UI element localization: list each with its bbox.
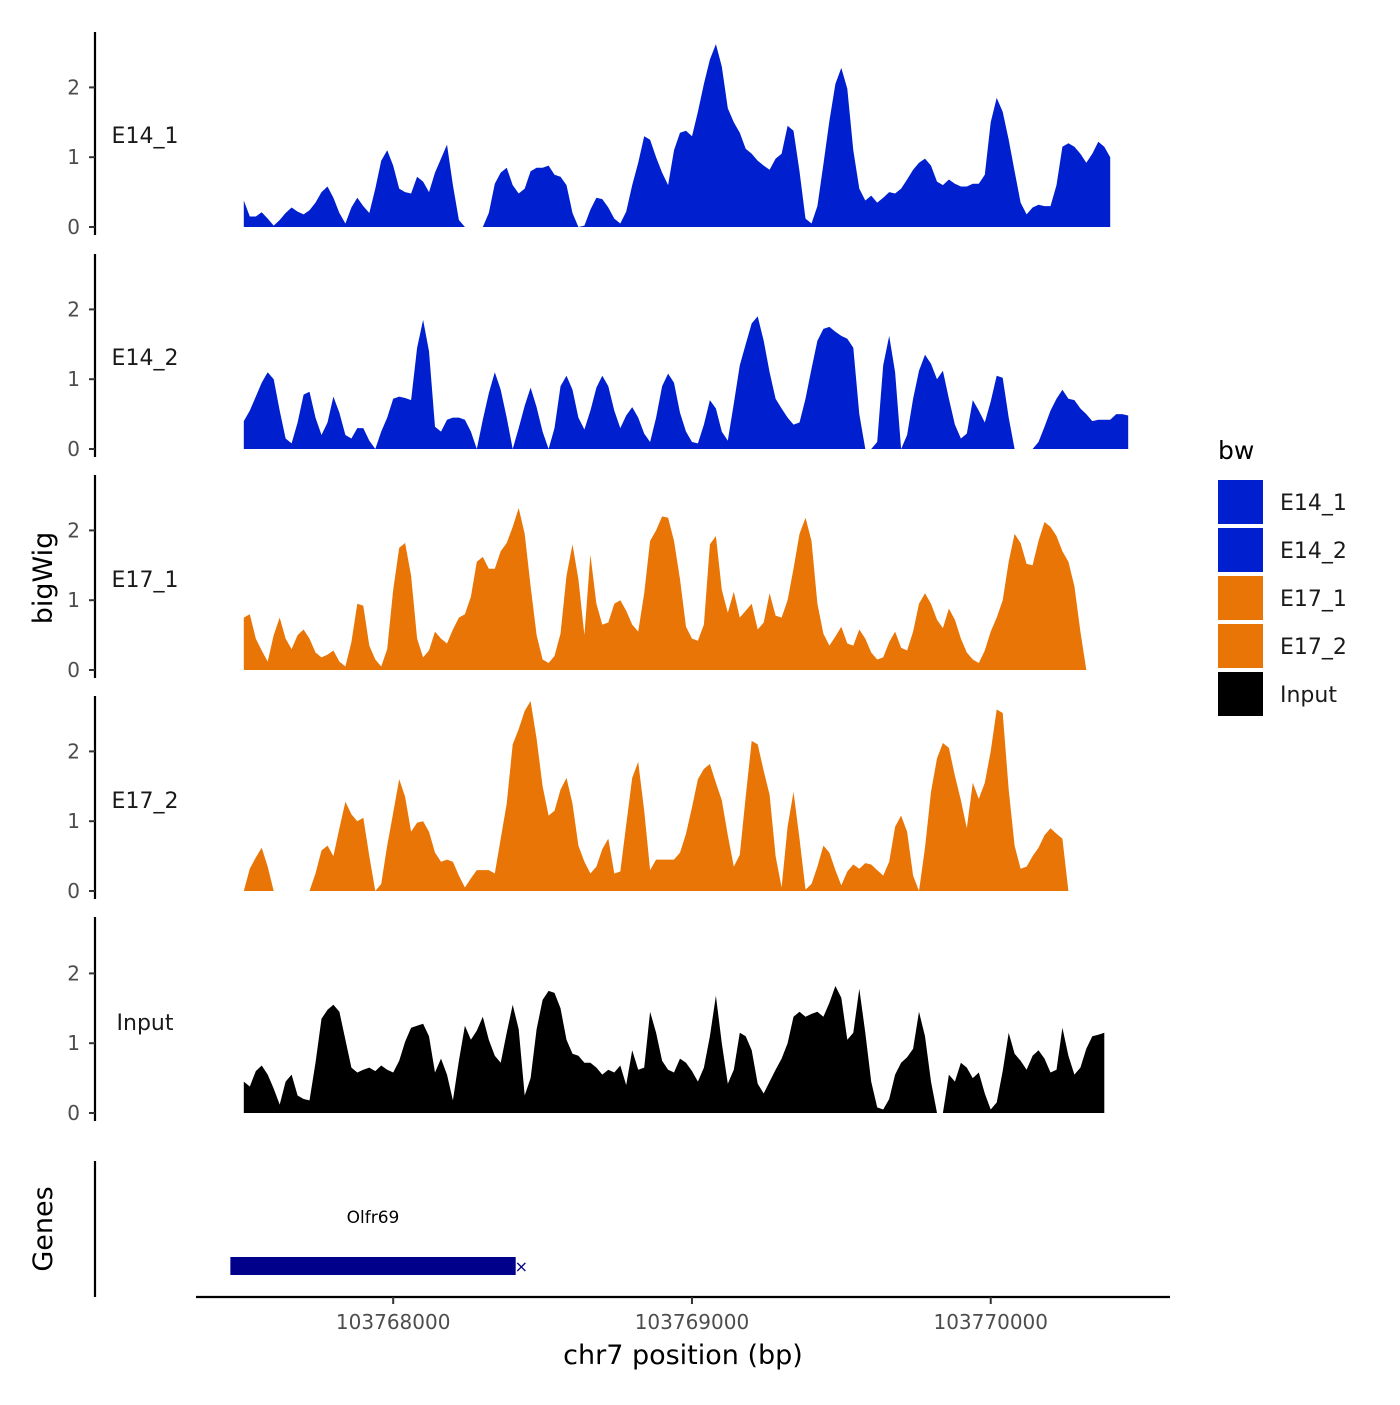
y-tick-label-e14-2-1: 1 [67, 367, 80, 391]
legend-swatch-e14-1 [1218, 480, 1263, 524]
legend-label-e17-1: E17_1 [1280, 587, 1347, 612]
legend: bw E14_1 E14_2 E17_1 E17_2 Input [1218, 436, 1347, 716]
gene-label-olfr69: Olfr69 [347, 1208, 400, 1228]
legend-swatch-e17-2 [1218, 624, 1263, 668]
legend-swatch-e14-2 [1218, 528, 1263, 572]
track-label-input: Input [117, 1011, 174, 1036]
tracks-layer: 0 1 2 E14_1 0 1 2 E14_2 0 1 2 E17_1 0 1 2 E17_2 0 1 2 Input [67, 32, 1129, 1125]
x-tick-label-103770000: 103770000 [933, 1310, 1048, 1334]
track-e14-2: 0 1 2 E14_2 [67, 254, 1129, 461]
legend-label-input: Input [1280, 683, 1337, 708]
y-tick-label-e17-2-1: 1 [67, 809, 80, 833]
coverage-area-e14-2 [243, 316, 1129, 449]
y-tick-label-e17-2-0: 0 [67, 879, 80, 903]
coverage-area-e14-1 [243, 44, 1111, 227]
legend-label-e14-2: E14_2 [1280, 539, 1347, 564]
y-axis-title: bigWig [28, 532, 59, 625]
y-tick-label-e14-2-2: 2 [67, 297, 80, 321]
legend-swatch-e17-1 [1218, 576, 1263, 620]
legend-swatch-input [1218, 672, 1263, 716]
genes-track-title: Genes [28, 1186, 59, 1271]
y-tick-label-e14-1-0: 0 [67, 215, 80, 239]
y-tick-label-e14-1-1: 1 [67, 145, 80, 169]
track-label-e17-1: E17_1 [112, 568, 179, 593]
y-tick-label-e14-2-0: 0 [67, 437, 80, 461]
legend-label-e14-1: E14_1 [1280, 491, 1347, 516]
x-axis: 103768000 103769000 103770000 [196, 1295, 1170, 1334]
y-tick-label-input-2: 2 [67, 961, 80, 985]
legend-title: bw [1218, 436, 1254, 465]
genes-track: Genes × Olfr69 [28, 1161, 528, 1297]
track-label-e17-2: E17_2 [112, 789, 179, 814]
track-e14-1: 0 1 2 E14_1 [67, 32, 1111, 239]
legend-label-e17-2: E17_2 [1280, 635, 1347, 660]
y-tick-label-input-0: 0 [67, 1101, 80, 1125]
y-tick-label-e17-1-2: 2 [67, 518, 80, 542]
y-tick-label-e14-1-2: 2 [67, 75, 80, 99]
y-tick-label-e17-2-2: 2 [67, 739, 80, 763]
coverage-area-input [243, 986, 1105, 1113]
y-tick-label-e17-1-0: 0 [67, 658, 80, 682]
gene-bar-olfr69 [230, 1257, 516, 1275]
track-input: 0 1 2 Input [67, 917, 1105, 1125]
coverage-area-e17-1 [243, 508, 1087, 670]
track-e17-1: 0 1 2 E17_1 [67, 475, 1087, 682]
track-label-e14-2: E14_2 [112, 346, 179, 371]
y-tick-label-e17-1-1: 1 [67, 588, 80, 612]
coverage-area-e17-2 [243, 701, 1075, 891]
y-tick-label-input-1: 1 [67, 1031, 80, 1055]
x-tick-label-103769000: 103769000 [635, 1310, 750, 1334]
gene-end-marker-olfr69: × [515, 1257, 528, 1276]
track-e17-2: 0 1 2 E17_2 [67, 696, 1075, 903]
x-tick-label-103768000: 103768000 [336, 1310, 451, 1334]
track-label-e14-1: E14_1 [112, 124, 179, 149]
x-axis-title: chr7 position (bp) [563, 1340, 803, 1371]
